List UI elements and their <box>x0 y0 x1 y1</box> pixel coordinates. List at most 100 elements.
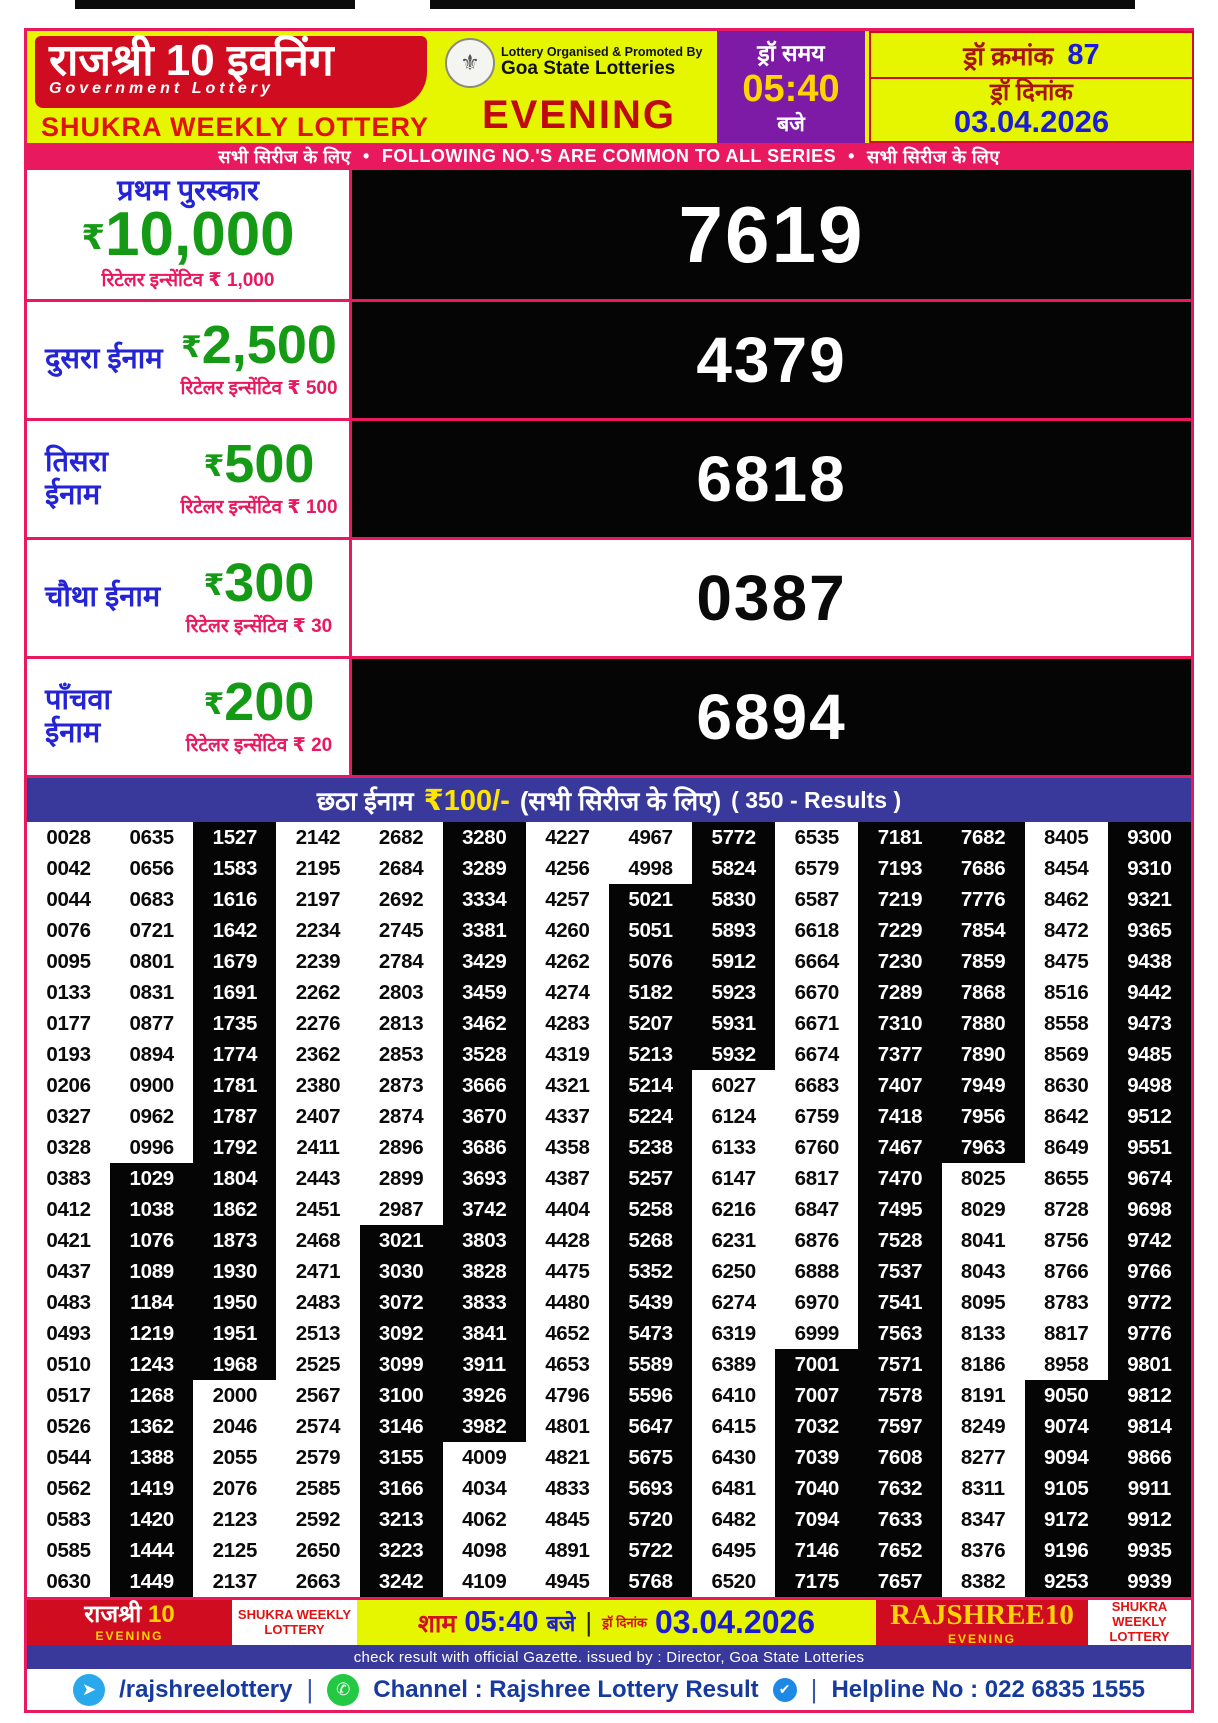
footer-right-brand-box: RAJSHREE10 EVENING <box>876 1600 1088 1645</box>
result-number: 2262 <box>295 980 341 1004</box>
header: राजश्री 10 इवनिंग Government Lottery SHU… <box>27 31 1194 143</box>
result-number: 6415 <box>711 1414 756 1438</box>
contact-strip: ➤ /rajshreelottery | ✆ Channel : Rajshre… <box>27 1669 1191 1710</box>
rupee-icon: ₹ <box>81 218 106 257</box>
result-number: 3146 <box>359 1411 443 1442</box>
result-number: 6482 <box>711 1507 756 1531</box>
result-number: 0076 <box>46 918 91 942</box>
result-number: 8817 <box>1044 1321 1089 1345</box>
result-number: 0562 <box>46 1476 91 1500</box>
result-number: 6888 <box>794 1259 840 1283</box>
result-number: 6579 <box>794 856 840 880</box>
result-number: 4319 <box>545 1042 590 1066</box>
result-number: 1038 <box>110 1194 194 1225</box>
result-number: 2513 <box>295 1321 341 1345</box>
result-number: 2873 <box>378 1073 424 1097</box>
result-number: 5647 <box>608 1411 693 1442</box>
result-number: 0328 <box>46 1135 91 1159</box>
result-row: 0437 1089 1930 2471 3030 3828 4475 5352 6250 6888… <box>27 1256 1191 1287</box>
result-number: 9766 <box>1107 1256 1191 1287</box>
prize-3-info: तिसरा ईनाम ₹500 रिटेलर इन्सेंटिव ₹ 100 <box>27 421 352 537</box>
footer-time: 05:40 <box>464 1606 539 1638</box>
result-row: 0076 0721 1642 2234 2745 3381 4260 5051 5893 6618… <box>27 915 1191 946</box>
result-number: 9742 <box>1107 1225 1191 1256</box>
sixth-prize-strip: छठा ईनाम ₹100/- (सभी सिरीज के लिए) ( 350… <box>27 778 1191 822</box>
prize-5-title: पाँचवा ईनाम <box>45 683 112 749</box>
result-row: 0526 1362 2046 2574 3146 3982 4801 5647 6415 7032… <box>27 1411 1191 1442</box>
result-number: 4821 <box>545 1445 590 1469</box>
result-number: 7001 <box>775 1349 859 1380</box>
result-number: 7528 <box>858 1225 942 1256</box>
result-number: 4653 <box>545 1352 590 1376</box>
result-number: 8095 <box>960 1290 1006 1314</box>
result-number: 3926 <box>442 1380 526 1411</box>
rupee-icon: ₹ <box>181 331 202 365</box>
result-number: 1862 <box>193 1194 277 1225</box>
result-number: 5768 <box>608 1566 693 1597</box>
result-number: 5051 <box>608 915 693 946</box>
organiser-line1: Lottery Organised & Promoted By <box>501 44 703 59</box>
telegram-handle-link[interactable]: /rajshreelottery <box>119 1675 293 1703</box>
result-number: 4801 <box>545 1414 590 1438</box>
result-number: 4480 <box>545 1290 590 1314</box>
draw-date-label: ड्रॉ दिनांक <box>990 78 1073 106</box>
gazette-note: check result with official Gazette. issu… <box>27 1645 1191 1669</box>
result-number: 9939 <box>1107 1566 1191 1597</box>
result-number: 6970 <box>794 1290 840 1314</box>
result-number: 7949 <box>941 1070 1025 1101</box>
result-number: 3242 <box>359 1566 443 1597</box>
result-number: 4891 <box>545 1538 590 1562</box>
result-number: 7578 <box>858 1380 942 1411</box>
rupee-icon: ₹ <box>203 569 225 603</box>
result-number: 2803 <box>378 980 424 1004</box>
draw-number-value: 87 <box>1067 38 1100 71</box>
result-number: 0585 <box>46 1538 91 1562</box>
result-number: 3833 <box>442 1287 526 1318</box>
result-number: 9473 <box>1107 1008 1191 1039</box>
result-number: 5589 <box>608 1349 693 1380</box>
result-number: 0042 <box>46 856 91 880</box>
result-number: 7039 <box>775 1442 859 1473</box>
result-number: 3092 <box>359 1318 443 1349</box>
result-number: 9442 <box>1107 977 1191 1008</box>
result-number: 8376 <box>960 1538 1006 1562</box>
weekly-lottery-name: SHUKRA WEEKLY LOTTERY <box>41 112 430 142</box>
organiser: ⚜ Lottery Organised & Promoted By Goa St… <box>445 35 713 91</box>
result-number: 6274 <box>711 1290 756 1314</box>
result-number: 5257 <box>608 1163 693 1194</box>
result-row: 0562 1419 2076 2585 3166 4034 4833 5693 6481 7040… <box>27 1473 1191 1504</box>
prize-5-info: पाँचवा ईनाम ₹200 रिटेलर इन्सेंटिव ₹ 20 <box>27 659 352 775</box>
footer-left-brand-box: राजश्री 10 EVENING <box>27 1600 232 1645</box>
footer-date-label: ड्रॉ दिनांक <box>602 1614 647 1630</box>
result-number: 6618 <box>794 918 840 942</box>
result-number: 1583 <box>193 853 277 884</box>
result-number: 6133 <box>711 1135 756 1159</box>
result-row: 0177 0877 1735 2276 2813 3462 4283 5207 5931 6671… <box>27 1008 1191 1039</box>
result-number: 1873 <box>193 1225 277 1256</box>
result-number: 9498 <box>1107 1070 1191 1101</box>
prize-2-title: दुसरा ईनाम <box>45 343 163 376</box>
result-number: 8249 <box>960 1414 1006 1438</box>
whatsapp-channel-link[interactable]: Channel : Rajshree Lottery Result <box>373 1675 759 1703</box>
footer-left-brand: राजश्री <box>84 1601 142 1628</box>
result-number: 0877 <box>129 1011 175 1035</box>
footer-right-brand: RAJSHREE <box>890 1598 1045 1631</box>
result-number: 7868 <box>941 977 1025 1008</box>
result-number: 0095 <box>46 949 91 973</box>
result-number: 8133 <box>960 1321 1006 1345</box>
result-number: 9866 <box>1107 1442 1191 1473</box>
result-number: 3280 <box>442 822 526 853</box>
footer-brand-strip: राजश्री 10 EVENING SHUKRA WEEKLY LOTTERY… <box>27 1597 1191 1645</box>
result-number: 7563 <box>858 1318 942 1349</box>
result-number: 9253 <box>1024 1566 1108 1597</box>
result-number: 1642 <box>193 915 277 946</box>
result-number: 9105 <box>1024 1473 1108 1504</box>
result-row: 0544 1388 2055 2579 3155 4009 4821 5675 6430 7039… <box>27 1442 1191 1473</box>
result-number: 1219 <box>110 1318 194 1349</box>
result-number: 1950 <box>193 1287 277 1318</box>
result-number: 2567 <box>295 1383 341 1407</box>
result-number: 5893 <box>692 915 776 946</box>
prize-table: प्रथम पुरस्कार ₹10,000 रिटेलर इन्सेंटिव … <box>27 170 1191 778</box>
result-number: 3381 <box>442 915 526 946</box>
result-number: 5473 <box>608 1318 693 1349</box>
